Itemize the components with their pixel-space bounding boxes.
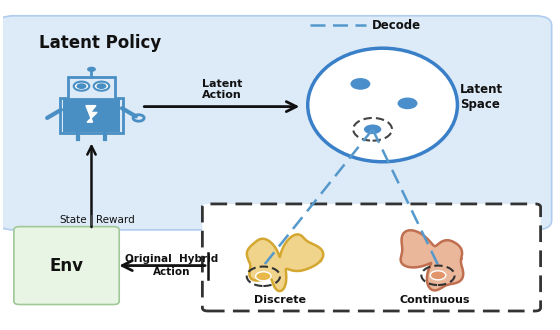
Ellipse shape [308, 48, 458, 162]
Circle shape [87, 67, 96, 72]
Polygon shape [86, 106, 97, 122]
Circle shape [398, 98, 418, 109]
Circle shape [255, 272, 271, 281]
Circle shape [351, 78, 370, 90]
Text: Latent
Space: Latent Space [460, 83, 503, 111]
FancyBboxPatch shape [0, 16, 552, 230]
Polygon shape [400, 230, 463, 290]
Text: Action: Action [153, 267, 190, 277]
Circle shape [96, 83, 106, 89]
FancyBboxPatch shape [202, 204, 540, 311]
Circle shape [363, 124, 382, 135]
FancyBboxPatch shape [60, 98, 123, 133]
Circle shape [94, 82, 109, 91]
Text: State: State [59, 215, 87, 225]
Circle shape [74, 82, 89, 91]
Text: Env: Env [49, 257, 83, 275]
Text: Discrete: Discrete [254, 294, 306, 305]
Text: Reward: Reward [96, 215, 134, 225]
Circle shape [430, 271, 446, 280]
Text: Latent Policy: Latent Policy [39, 34, 161, 51]
Polygon shape [247, 234, 323, 291]
FancyBboxPatch shape [68, 77, 115, 99]
Text: Latent
Action: Latent Action [202, 79, 242, 100]
Text: Original  Hybrid: Original Hybrid [125, 254, 218, 264]
Text: Decode: Decode [371, 19, 421, 32]
Circle shape [77, 83, 86, 89]
FancyBboxPatch shape [14, 227, 119, 305]
FancyBboxPatch shape [63, 99, 120, 132]
Text: |: | [90, 214, 94, 225]
Text: Continuous: Continuous [400, 294, 470, 305]
